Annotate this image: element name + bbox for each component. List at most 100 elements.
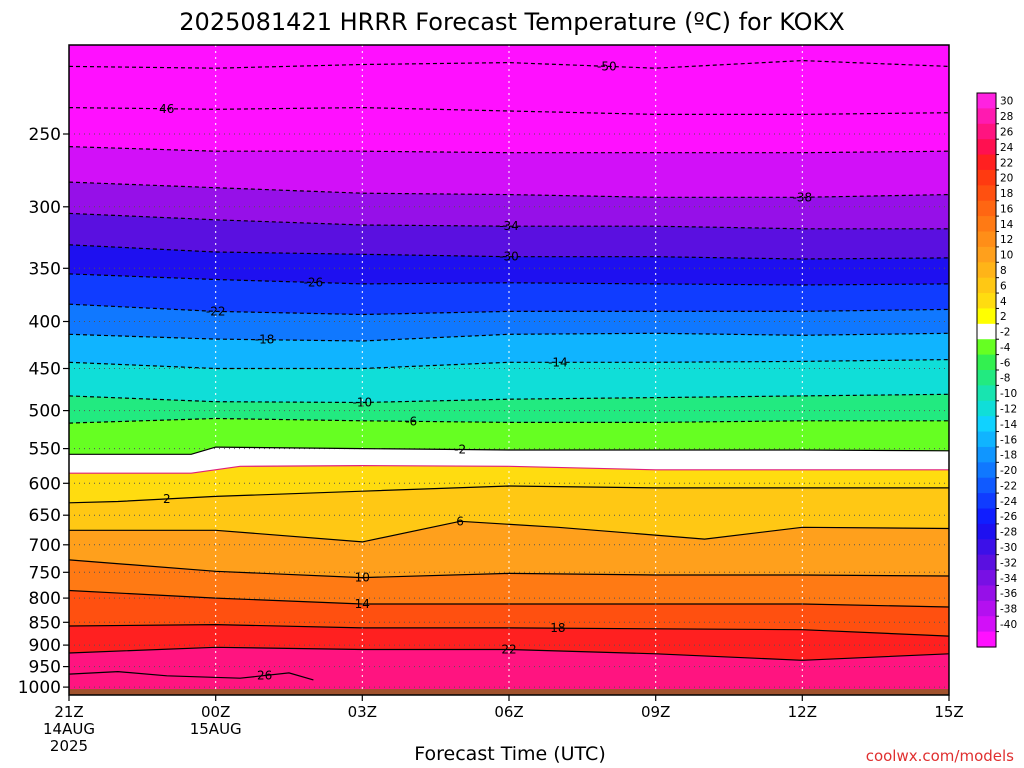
colorbar-label: -22 [1000, 480, 1017, 492]
contour-label: -30 [499, 250, 519, 264]
colorbar-swatch [977, 323, 996, 340]
colorbar-swatch [977, 154, 996, 171]
colorbar-label: -26 [1000, 511, 1017, 523]
colorbar-swatch [977, 185, 996, 202]
colorbar-swatch [977, 554, 996, 571]
y-tick-label: 600 [29, 474, 61, 494]
y-tick-label: 900 [29, 636, 61, 656]
colorbar-swatch [977, 600, 996, 617]
y-tick-label: 350 [29, 259, 61, 279]
x-tick-label: 21Z [54, 703, 83, 721]
colorbar-swatch [977, 523, 996, 540]
contour-label: 46 [159, 102, 174, 116]
contour-label: 22 [501, 643, 516, 657]
contour-line [69, 670, 314, 681]
contour-label: -14 [548, 355, 568, 369]
contour-label: -6 [405, 414, 417, 428]
credit-text: coolwx.com/models [866, 747, 1014, 765]
y-tick-label: 250 [29, 125, 61, 145]
colorbar-label: 4 [1000, 296, 1007, 308]
colorbar-label: 14 [1000, 219, 1014, 231]
colorbar-label: -8 [1000, 373, 1010, 385]
colorbar-swatch [977, 354, 996, 371]
colorbar: 30 28 26 24 22 20 18 16 14 12 10 8 6 4 2 -2 -4 -6 -8 -10 -12… [976, 92, 1017, 648]
colorbar-swatch [977, 139, 996, 156]
contour-line [69, 446, 949, 455]
colorbar-swatch [977, 446, 996, 463]
colorbar-swatch [977, 585, 996, 602]
colorbar-label: -10 [1000, 388, 1017, 400]
colorbar-label: -24 [1000, 496, 1017, 508]
x-tick-label: 2025 [50, 737, 88, 755]
y-tick-label: 300 [29, 198, 61, 218]
colorbar-swatch [977, 477, 996, 494]
contour-label: 14 [355, 597, 370, 611]
y-tick-label: 1000 [18, 678, 61, 698]
colorbar-label: 20 [1000, 173, 1013, 185]
colorbar-swatch [977, 493, 996, 510]
contour-label: -22 [206, 304, 226, 318]
contour-label: -26 [304, 275, 324, 289]
ground-fill [69, 689, 949, 695]
y-tick-label: 500 [29, 402, 61, 422]
colorbar-label: -2 [1000, 327, 1010, 339]
y-axis: 250 300 350 400 450 500 550 600 650 700 750 800 850 9… [18, 125, 69, 698]
y-tick-label: 550 [29, 440, 61, 460]
colorbar-label: -16 [1000, 434, 1017, 446]
contour-line [69, 646, 949, 661]
colorbar-swatch [977, 616, 996, 633]
colorbar-label: 28 [1000, 111, 1013, 123]
colorbar-swatch [977, 508, 996, 525]
contour-label: -34 [499, 219, 519, 233]
temperature-band [69, 647, 949, 695]
y-tick-label: 650 [29, 506, 61, 526]
x-tick-label: 06Z [494, 703, 523, 721]
y-tick-label: 950 [29, 658, 61, 678]
colorbar-label: -38 [1000, 604, 1017, 616]
colorbar-label: -30 [1000, 542, 1017, 554]
colorbar-swatch [977, 277, 996, 294]
colorbar-label: 26 [1000, 126, 1014, 138]
contour-line [69, 589, 949, 608]
colorbar-label: 22 [1000, 157, 1013, 169]
contour-line [69, 520, 949, 543]
x-tick-label: 09Z [641, 703, 670, 721]
colorbar-label: 10 [1000, 250, 1013, 262]
contour-label: -10 [352, 396, 372, 410]
colorbar-label: -4 [1000, 342, 1011, 354]
y-tick-label: 700 [29, 536, 61, 556]
colorbar-label: 6 [1000, 280, 1007, 292]
colorbar-swatch [977, 416, 996, 433]
colorbar-label: 12 [1000, 234, 1013, 246]
colorbar-label: 18 [1000, 188, 1013, 200]
y-tick-label: 750 [29, 563, 61, 583]
chart-title: 2025081421 HRRR Forecast Temperature (ºC… [179, 8, 844, 36]
ground [69, 689, 949, 695]
colorbar-label: -12 [1000, 403, 1017, 415]
x-tick-label: 12Z [788, 703, 817, 721]
x-axis-label: Forecast Time (UTC) [414, 743, 605, 765]
colorbar-label: 30 [1000, 96, 1013, 108]
colorbar-swatch [977, 385, 996, 402]
colorbar-swatch [977, 400, 996, 417]
contour-label: -2 [454, 443, 466, 457]
colorbar-label: -20 [1000, 465, 1017, 477]
colorbar-swatch [977, 169, 996, 186]
y-tick-label: 400 [29, 313, 61, 333]
y-tick-label: 800 [29, 589, 61, 609]
contour-label: -38 [792, 190, 812, 204]
temperature-contours: -5046-38-34-30-26-22-18-14-10-6-22610141… [69, 59, 949, 683]
colorbar-label: -6 [1000, 357, 1011, 369]
colorbar-swatch [977, 246, 996, 263]
colorbar-label: -34 [1000, 573, 1017, 585]
contour-label: 26 [257, 669, 272, 683]
colorbar-swatch [977, 200, 996, 217]
colorbar-swatch [977, 231, 996, 248]
y-tick-label: 850 [29, 613, 61, 633]
colorbar-swatch [977, 570, 996, 587]
colorbar-label: 16 [1000, 203, 1014, 215]
contour-line [69, 623, 949, 637]
colorbar-swatch [977, 123, 996, 140]
colorbar-label: -32 [1000, 557, 1017, 569]
